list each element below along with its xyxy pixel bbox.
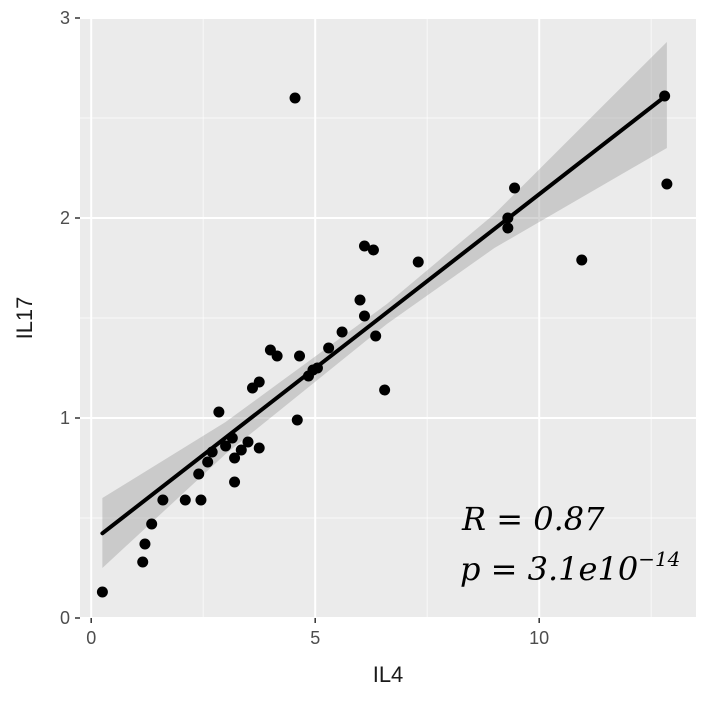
- data-point: [213, 406, 225, 418]
- data-point: [220, 440, 232, 452]
- data-point: [137, 556, 149, 568]
- data-point: [576, 254, 588, 266]
- data-point: [358, 310, 370, 322]
- x-axis-title: IL4: [373, 662, 404, 687]
- data-point: [253, 376, 265, 388]
- annotation-r-value: R = 0.87: [461, 500, 605, 538]
- x-tick-label: 5: [310, 628, 320, 648]
- annotation-p-value: p = 3.1e10−14: [460, 547, 680, 588]
- data-points: [96, 90, 673, 598]
- y-tick-label: 3: [60, 8, 70, 28]
- data-point: [202, 456, 214, 468]
- data-point: [412, 256, 424, 268]
- data-point: [323, 342, 335, 354]
- data-point: [336, 326, 348, 338]
- regression-line-path: [100, 93, 669, 536]
- confidence-band-area: [102, 42, 667, 568]
- data-point: [370, 330, 382, 342]
- data-point: [502, 212, 514, 224]
- data-point: [271, 350, 283, 362]
- data-point: [157, 494, 169, 506]
- data-point: [354, 294, 366, 306]
- y-tick-label: 1: [60, 408, 70, 428]
- data-point: [139, 538, 151, 550]
- data-point: [229, 452, 241, 464]
- data-point: [253, 442, 265, 454]
- data-point: [226, 432, 238, 444]
- data-point: [509, 182, 521, 194]
- data-point: [311, 362, 323, 374]
- x-tick-label: 0: [86, 628, 96, 648]
- data-point: [294, 350, 306, 362]
- annotation-p-exponent: −14: [638, 547, 680, 571]
- axis-ticks: 0 1 2 3 0 5 10: [60, 8, 549, 648]
- data-point: [661, 178, 673, 190]
- y-axis-title: IL17: [12, 297, 37, 340]
- data-point: [358, 240, 370, 252]
- data-point: [229, 476, 241, 488]
- data-point: [659, 90, 671, 102]
- data-point: [96, 586, 108, 598]
- data-point: [146, 518, 158, 530]
- y-tick-label: 0: [60, 608, 70, 628]
- annotation-p-base: p = 3.1e10: [460, 550, 638, 588]
- grid-lines: [80, 17, 696, 619]
- data-point: [502, 222, 514, 234]
- data-point: [206, 446, 218, 458]
- data-point: [379, 384, 391, 396]
- regression-line: [100, 93, 669, 536]
- data-point: [179, 494, 191, 506]
- data-point: [235, 444, 247, 456]
- x-tick-label: 10: [529, 628, 549, 648]
- data-point: [193, 468, 205, 480]
- confidence-band: [102, 42, 667, 568]
- data-point: [242, 436, 254, 448]
- data-point: [367, 244, 379, 256]
- data-point: [289, 92, 301, 104]
- data-point: [291, 414, 303, 426]
- y-tick-label: 2: [60, 208, 70, 228]
- data-point: [195, 494, 207, 506]
